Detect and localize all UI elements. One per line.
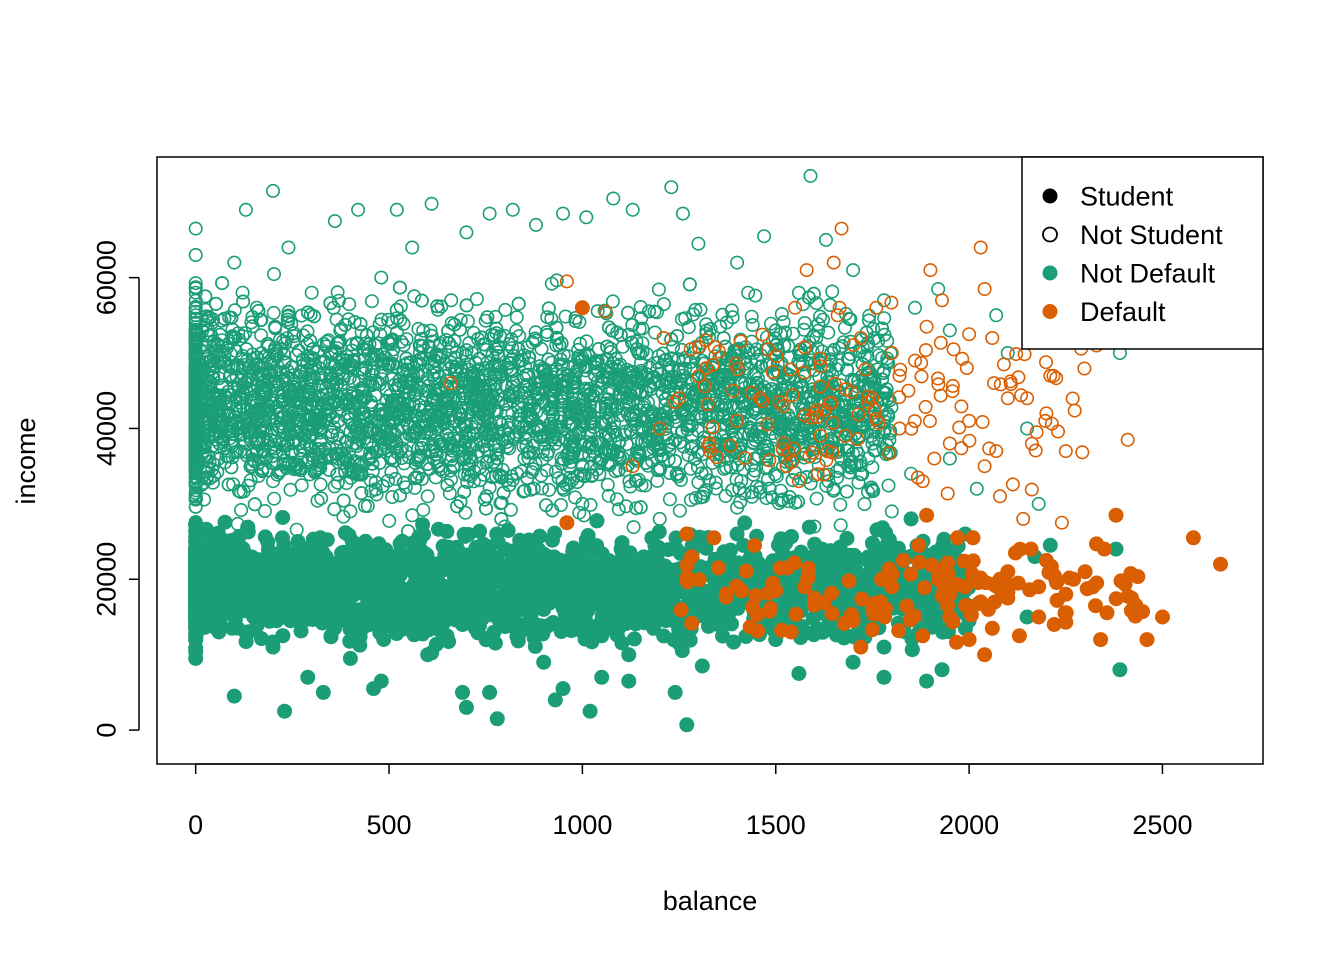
data-point bbox=[877, 311, 892, 326]
data-point bbox=[748, 288, 763, 303]
data-point bbox=[558, 309, 573, 324]
data-point bbox=[597, 303, 612, 318]
data-point bbox=[651, 282, 666, 297]
data-point bbox=[207, 468, 222, 483]
data-point bbox=[681, 448, 696, 463]
data-point bbox=[703, 321, 718, 336]
data-point bbox=[330, 285, 345, 300]
data-point bbox=[503, 502, 518, 517]
data-point bbox=[774, 493, 789, 508]
data-point bbox=[590, 304, 605, 319]
data-point bbox=[407, 289, 422, 304]
data-point bbox=[656, 297, 671, 312]
data-point bbox=[568, 310, 583, 325]
data-point bbox=[776, 315, 791, 330]
data-point bbox=[364, 294, 379, 309]
data-point bbox=[413, 381, 428, 396]
data-point bbox=[686, 307, 701, 322]
data-point bbox=[786, 326, 801, 341]
data-point bbox=[331, 293, 346, 308]
points-layer bbox=[188, 168, 1228, 733]
data-point bbox=[822, 297, 837, 312]
data-point bbox=[509, 323, 524, 338]
data-point bbox=[809, 491, 824, 506]
data-point bbox=[244, 315, 259, 330]
data-point bbox=[699, 317, 714, 332]
data-point bbox=[880, 333, 895, 348]
data-point bbox=[769, 469, 784, 484]
data-point bbox=[214, 313, 229, 328]
data-point bbox=[373, 327, 388, 342]
data-point bbox=[699, 326, 714, 341]
data-point bbox=[347, 315, 362, 330]
data-point bbox=[489, 457, 504, 472]
data-point bbox=[678, 350, 693, 365]
data-point bbox=[188, 276, 203, 291]
data-point bbox=[708, 475, 723, 490]
data-point bbox=[601, 488, 616, 503]
data-point bbox=[525, 335, 540, 350]
data-point bbox=[314, 491, 329, 506]
data-point bbox=[605, 294, 620, 309]
data-point bbox=[188, 301, 203, 316]
data-point bbox=[829, 464, 844, 479]
data-point bbox=[775, 492, 790, 507]
data-point bbox=[382, 513, 397, 528]
data-point bbox=[825, 284, 840, 299]
data-point bbox=[625, 317, 640, 332]
data-point bbox=[342, 297, 357, 312]
data-point bbox=[188, 308, 203, 323]
data-point bbox=[188, 304, 203, 319]
data-point bbox=[835, 339, 850, 354]
data-point bbox=[611, 502, 626, 517]
data-point bbox=[744, 309, 759, 324]
data-point bbox=[520, 340, 535, 355]
data-point bbox=[678, 311, 693, 326]
data-point bbox=[330, 475, 345, 490]
data-point bbox=[634, 311, 649, 326]
data-point bbox=[458, 348, 473, 363]
